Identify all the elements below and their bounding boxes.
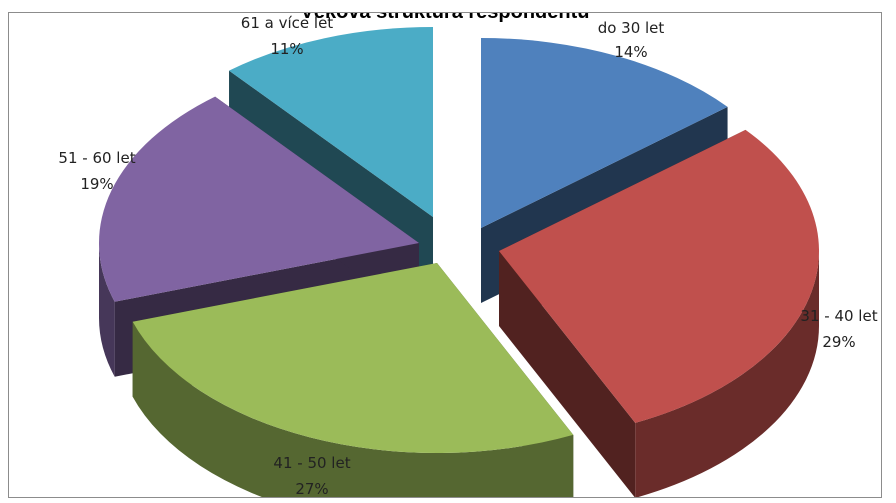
slice-do-30-let — [481, 38, 728, 228]
slice-percent-41-50-let: 27% — [295, 480, 328, 498]
slice-rim-31-40-let — [635, 251, 819, 497]
slice-percent-do-30-let: 14% — [614, 43, 647, 61]
slice-label-41-50-let: 41 - 50 let — [273, 454, 350, 472]
slice-wall-31-40-let — [499, 251, 636, 497]
slice-label-do-30-let: do 30 let — [598, 19, 665, 37]
slice-rim-51-60-let — [99, 243, 115, 377]
slice-percent-51-60-let: 19% — [80, 175, 113, 193]
slice-label-31-40-let: 31 - 40 let — [800, 307, 877, 325]
slice-41-50-let — [132, 263, 574, 453]
chart-frame: Věková struktura respondentů do 30 let 14… — [8, 12, 882, 498]
pie-tops — [99, 27, 819, 453]
slice-percent-61-a-v-ce-let: 11% — [270, 40, 303, 58]
chart-title: Věková struktura respondentů — [300, 12, 590, 23]
slice-rim-41-50-let — [132, 321, 574, 497]
slice-label-61-a-v-ce-let: 61 a více let — [241, 14, 333, 32]
slice-51-60-let — [99, 96, 419, 302]
slice-percent-31-40-let: 29% — [822, 333, 855, 351]
slice-label-51-60-let: 51 - 60 let — [58, 149, 135, 167]
slice-31-40-let — [499, 129, 819, 423]
slice-labels: do 30 let 14% 31 - 40 let 29% 41 - 50 let 27%… — [58, 14, 877, 498]
slice-61-a-v-ce-let — [229, 27, 433, 217]
pie-chart: do 30 let 14% 31 - 40 let 29% 41 - 50 let 27%… — [58, 14, 878, 498]
